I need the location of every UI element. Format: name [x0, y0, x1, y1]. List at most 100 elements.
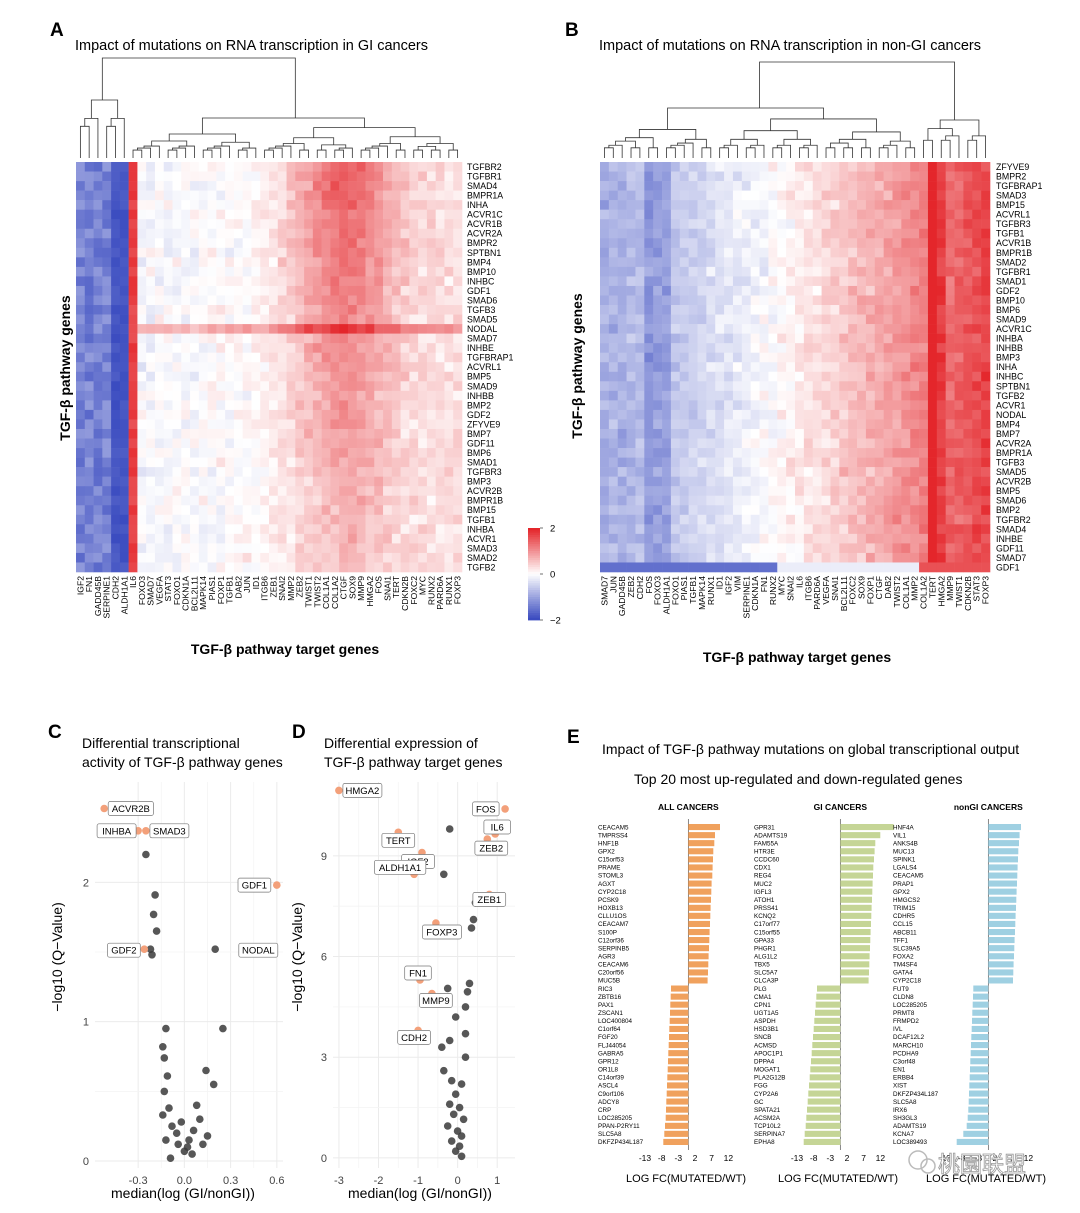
heatmap-b-cell [848, 505, 858, 516]
bar-gene-label: SERPINB5 [598, 945, 630, 952]
heatmap-b-cell [927, 295, 938, 306]
heatmap-a-cell [391, 486, 401, 497]
heatmap-b-cell [795, 381, 805, 392]
heatmap-a-cell [400, 524, 410, 535]
heatmap-b-cell [759, 400, 769, 411]
column-label-b: FOXP1 [865, 576, 875, 604]
heatmap-a-cell [146, 476, 156, 487]
bar [665, 1114, 689, 1121]
heatmap-b-cell [954, 428, 964, 439]
heatmap-b-cell [759, 247, 769, 258]
heatmap-b-cell [608, 428, 619, 439]
heatmap-b-cell [688, 476, 698, 487]
bar [988, 896, 1017, 903]
heatmap-a-cell [312, 324, 322, 334]
heatmap-b-cell [910, 200, 920, 210]
heatmap-b-cell [688, 390, 698, 401]
heatmap-b-cell [653, 390, 663, 401]
heatmap-b-cell [741, 448, 751, 458]
heatmap-b-cell [927, 171, 938, 182]
heatmap-a-cell [93, 390, 103, 401]
heatmap-b-cell [892, 438, 902, 449]
column-label-b: SERPINE1 [741, 576, 751, 619]
dendrogram-branch [648, 147, 659, 158]
heatmap-b-cell [697, 266, 707, 277]
heatmap-a-cell [233, 533, 243, 544]
y-tick-label: 6 [321, 952, 327, 964]
heatmap-a-cell [137, 209, 147, 220]
heatmap-a-cell [172, 324, 182, 334]
heatmap-a-cell [242, 514, 252, 525]
heatmap-a-cell [356, 438, 366, 449]
heatmap-a-cell [391, 390, 401, 401]
heatmap-b-cell [635, 457, 645, 468]
heatmap-a-cell [295, 314, 305, 325]
heatmap-a-cell [190, 324, 200, 334]
heatmap-a-cell [172, 276, 182, 287]
row-label-a: ACVR1C [467, 210, 503, 220]
heatmap-a-cell [383, 514, 393, 525]
heatmap-b-cell [812, 448, 822, 458]
heatmap-b-cell [963, 228, 973, 239]
scatter-point [451, 1090, 460, 1098]
heatmap-a-cell [339, 419, 349, 430]
heatmap-b-cell [653, 467, 663, 477]
heatmap-b-cell [874, 476, 884, 487]
heatmap-a-cell [128, 324, 138, 334]
heatmap-b-cell [883, 162, 893, 172]
bar [840, 888, 873, 895]
heatmap-a-cell [233, 324, 243, 334]
heatmap-b-cell [617, 305, 627, 315]
heatmap-a-cell [119, 562, 129, 573]
heatmap-a-cell [119, 438, 129, 449]
heatmap-a-cell [251, 486, 261, 497]
heatmap-a-cell [260, 257, 270, 268]
heatmap-b-cell [644, 543, 654, 554]
column-label-a: BCL2L11 [189, 576, 199, 611]
row-label-a: ACVR2A [467, 229, 502, 239]
heatmap-b-cell [653, 209, 663, 220]
heatmap-a-cell [242, 457, 252, 468]
heatmap-a-cell [339, 209, 349, 220]
heatmap-a-cell [111, 314, 121, 325]
heatmap-b-cell [803, 562, 814, 573]
heatmap-a-cell [391, 266, 401, 277]
heatmap-b-cell [839, 400, 849, 411]
point-label: IL6 [491, 823, 504, 834]
heatmap-b-cell [910, 371, 920, 382]
heatmap-a-cell [295, 257, 305, 268]
heatmap-b-cell [670, 505, 681, 516]
heatmap-b-cell [741, 505, 751, 516]
row-labels-b: ZFYVE9BMPR2TGFBRAP1SMAD3BMP15ACVRL1TGFBR… [996, 162, 1043, 572]
heatmap-a-cell [295, 390, 305, 401]
heatmap-b-cell [715, 171, 725, 182]
heatmap-a-cell [207, 428, 217, 439]
heatmap-a-cell [137, 238, 147, 249]
bar-gene-label: MUC2 [754, 881, 772, 888]
heatmap-b-cell [874, 190, 884, 201]
heatmap-b-cell [688, 524, 698, 535]
heatmap-b-cell [795, 552, 805, 563]
heatmap-a-cell [163, 476, 173, 487]
heatmap-a-cell [374, 495, 384, 506]
heatmap-b-cell [963, 428, 973, 439]
heatmap-a-cell [269, 552, 279, 563]
bar-gene-label: GPR12 [598, 1058, 619, 1065]
heatmap-a-cell [242, 390, 252, 401]
bar [688, 824, 720, 831]
bar-gene-label: HNF1B [598, 840, 619, 847]
heatmap-a-cell [304, 562, 314, 573]
column-label-a: COL1A1 [321, 576, 331, 609]
heatmap-a-cell [93, 400, 103, 411]
row-label-a: INHA [467, 200, 488, 210]
heatmap-b-cell [608, 486, 619, 497]
column-label-b: SNAI2 [786, 576, 796, 601]
point-label: MMP9 [422, 996, 449, 1007]
point-label-box [107, 801, 154, 816]
heatmap-b-cell [644, 228, 654, 239]
heatmap-a-cell [312, 505, 322, 516]
heatmap-b-cell [750, 314, 760, 325]
heatmap-a-cell [260, 181, 270, 191]
heatmap-b-cell [892, 343, 902, 353]
